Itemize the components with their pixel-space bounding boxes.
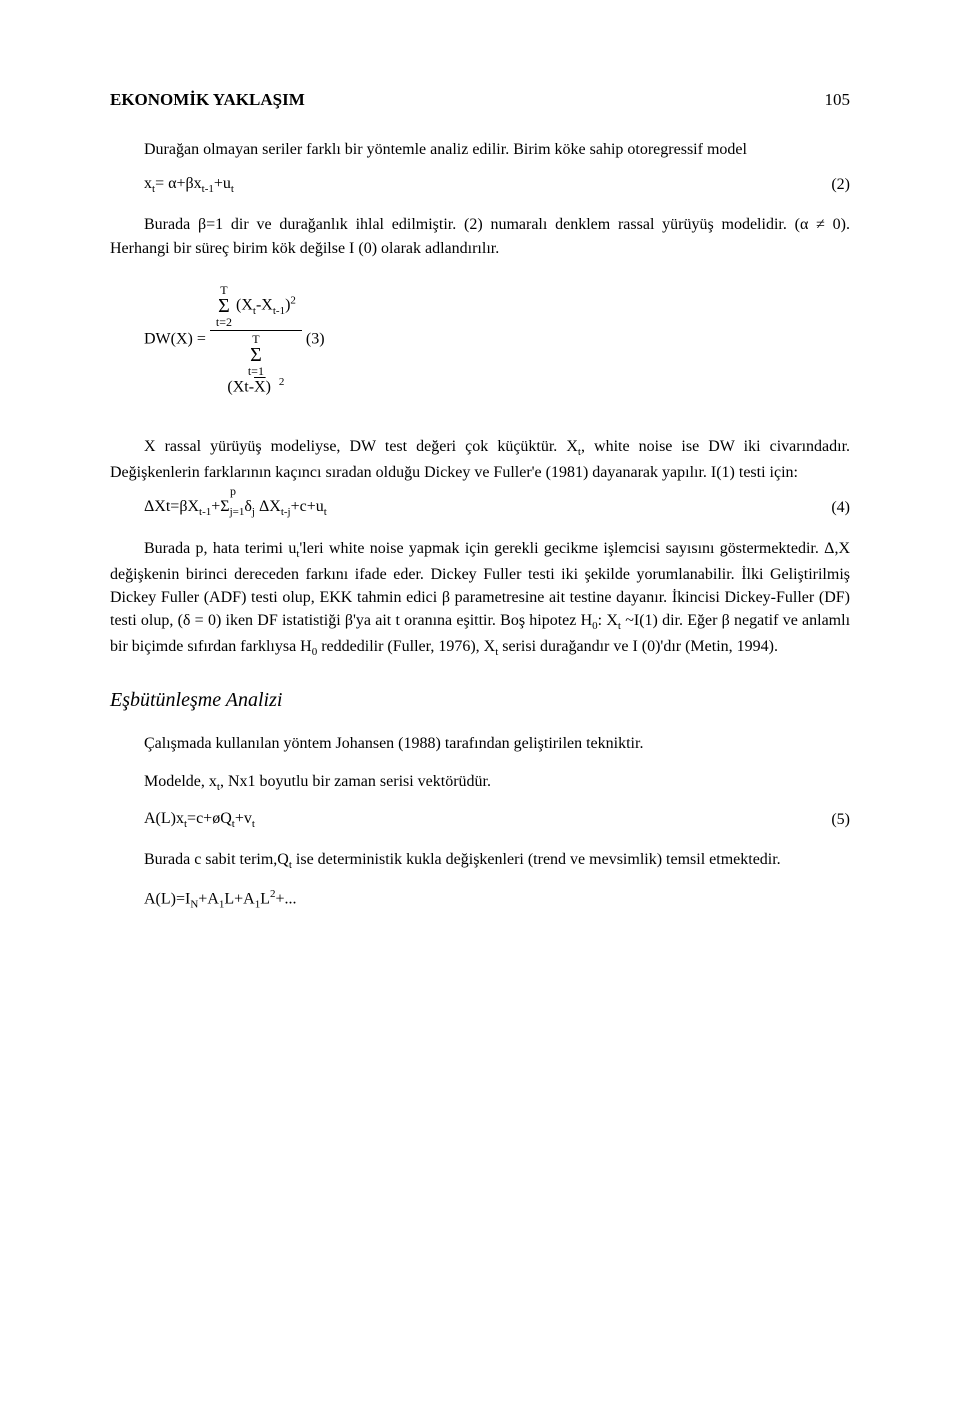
p7b: ise deterministik kukla değişkenleri (tr…	[292, 851, 781, 868]
eq4-sub2: t-j	[281, 507, 291, 519]
paragraph-3: X rassal yürüyüş modeliyse, DW test değe…	[110, 435, 850, 484]
eq3-num-b: -X	[256, 296, 273, 313]
eq6-c: L+A	[224, 890, 254, 907]
eq3-num-a: (X	[236, 296, 253, 313]
header-title: EKONOMİK YAKLAŞIM	[110, 90, 305, 110]
eq5-mid: =c+øQ	[187, 810, 232, 827]
equation-3-number: (3)	[306, 330, 325, 347]
eq3-den-sigma-sub: t=1	[227, 365, 284, 377]
p7a: Burada c sabit terim,Q	[144, 851, 289, 868]
equation-4: p ΔXt=βXt-1+Σj=1δj ΔXt-j+c+ut	[144, 498, 327, 518]
p4a: Burada p, hata terimi u	[144, 540, 296, 557]
eq6-b: +A	[198, 890, 219, 907]
eq2-sub3: t	[231, 183, 234, 195]
paragraph-6: Modelde, xt, Nx1 boyutlu bir zaman seris…	[110, 770, 850, 796]
eq3-den-sup: 2	[279, 376, 285, 388]
page-number: 105	[825, 90, 851, 110]
eq2-lhs: x	[144, 175, 152, 192]
paragraph-2: Burada β=1 dir ve durağanlık ihlal edilm…	[110, 213, 850, 259]
eq3-den-xbar: X	[254, 378, 266, 395]
eq4-lhs: ΔXt=βX	[144, 498, 199, 515]
eq3-numerator: T Σ t=2 (Xt-Xt-1)2	[210, 284, 302, 331]
eq3-den-sigma: T Σ t=1 (Xt-X) 2	[227, 333, 284, 395]
eq4-delta: δ	[244, 498, 252, 515]
eq5-tail: +v	[235, 810, 252, 827]
eq3-lhs: DW(X) =	[144, 330, 206, 347]
page-header: EKONOMİK YAKLAŞIM 105	[110, 90, 850, 110]
p3a: X rassal yürüyüş modeliyse, DW test değe…	[144, 438, 578, 455]
equation-6: A(L)=IN+A1L+A1L2+...	[144, 888, 297, 911]
eq3-den-a: (Xt-	[227, 378, 254, 395]
eq3-denominator: T Σ t=1 (Xt-X) 2	[210, 331, 302, 395]
eq4-tail: +c+u	[291, 498, 324, 515]
paragraph-7: Burada c sabit terim,Qt ise deterministi…	[110, 848, 850, 874]
section-title-cointegration: Eşbütünleşme Analizi	[110, 689, 850, 712]
eq4-sub1: t-1	[199, 507, 211, 519]
equation-2: xt= α+βxt-1+ut	[144, 175, 234, 195]
equation-3: DW(X) = T Σ t=2 (Xt-Xt-1)2 T Σ t=1 (Xt-X…	[144, 284, 325, 395]
eq3-num-sup: 2	[290, 294, 296, 306]
sigma-icon: Σ	[216, 296, 232, 316]
paragraph-4: Burada p, hata terimi ut'leri white nois…	[110, 537, 850, 662]
p4c: : X	[598, 612, 618, 629]
equation-5-number: (5)	[831, 811, 850, 829]
p6b: , Nx1 boyutlu bir zaman serisi vektörüdü…	[220, 773, 491, 790]
eq2-sub2: t-1	[202, 183, 214, 195]
equation-2-number: (2)	[831, 176, 850, 194]
eq3-num-b-sub: t-1	[273, 305, 285, 317]
paragraph-1: Durağan olmayan seriler farklı bir yönte…	[110, 138, 850, 161]
eq3-num-sigma: T Σ t=2	[216, 284, 232, 328]
p4f: serisi durağandır ve I (0)'dır (Metin, 1…	[498, 638, 778, 655]
equation-4-number: (4)	[831, 499, 850, 517]
eq2-eq: = α+βx	[155, 175, 202, 192]
eq3-fraction: T Σ t=2 (Xt-Xt-1)2 T Σ t=1 (Xt-X) 2	[210, 284, 302, 395]
eq4-mid: ΔX	[255, 498, 281, 515]
equation-3-row: DW(X) = T Σ t=2 (Xt-Xt-1)2 T Σ t=1 (Xt-X…	[110, 284, 850, 395]
equation-6-row: A(L)=IN+A1L+A1L2+...	[110, 888, 850, 911]
eq3-num-T: T	[216, 284, 232, 296]
equation-5-row: A(L)xt=c+øQt+vt (5)	[110, 810, 850, 830]
eq6-d: L	[260, 890, 270, 907]
eq6-e: +...	[276, 890, 297, 907]
eq3-den-close: )	[266, 378, 271, 395]
p6a: Modelde, x	[144, 773, 217, 790]
eq4-sigma-sub: j=1	[230, 507, 245, 519]
equation-2-row: xt= α+βxt-1+ut (2)	[110, 175, 850, 195]
eq6-a: A(L)=I	[144, 890, 190, 907]
eq3-num-sigma-sub: t=2	[216, 316, 232, 328]
eq4-sub3: t	[324, 507, 327, 519]
eq4-plus1: +Σ	[211, 498, 229, 515]
eq5-sub3: t	[252, 818, 255, 830]
eq3-den-T: T	[227, 333, 284, 345]
paragraph-5: Çalışmada kullanılan yöntem Johansen (19…	[110, 732, 850, 755]
page: EKONOMİK YAKLAŞIM 105 Durağan olmayan se…	[0, 0, 960, 1422]
eq4-p: p	[230, 484, 236, 499]
sigma-icon: Σ	[227, 345, 284, 365]
equation-4-row: p ΔXt=βXt-1+Σj=1δj ΔXt-j+c+ut (4)	[110, 498, 850, 518]
equation-5: A(L)xt=c+øQt+vt	[144, 810, 255, 830]
eq2-tail: +u	[214, 175, 231, 192]
eq5-lhs: A(L)x	[144, 810, 184, 827]
p4e: reddedilir (Fuller, 1976), X	[317, 638, 495, 655]
